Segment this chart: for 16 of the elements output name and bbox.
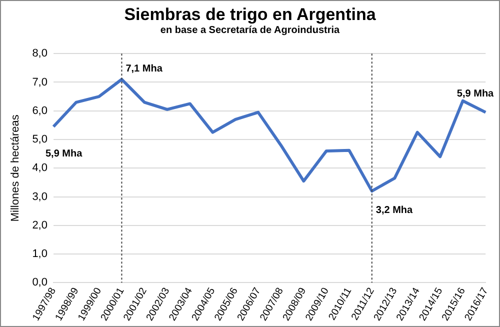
y-tick-label: 1,0 (32, 248, 48, 260)
chart-subtitle: en base a Secretaría de Agroindustria (159, 25, 341, 36)
annotation: 5,9 Mha (45, 148, 83, 160)
annotation: 3,2 Mha (376, 205, 414, 216)
y-tick-label: 6,0 (32, 104, 48, 117)
y-tick-label: 5,0 (32, 134, 48, 146)
y-tick-label: 7,0 (32, 76, 48, 88)
annotation: 5,9 Mha (456, 88, 494, 100)
y-tick-label: 2,0 (32, 219, 48, 232)
y-tick-label: 8,0 (32, 48, 48, 60)
annotation: 7,1 Mha (126, 63, 163, 74)
y-axis-title: Millones de hectáreas (10, 114, 22, 222)
y-tick-label: 3,0 (32, 190, 48, 203)
y-tick-label: 4,0 (32, 162, 48, 174)
y-tick-label: 0,0 (32, 276, 48, 289)
chart-title: Siembras de trigo en Argentina (123, 4, 377, 25)
